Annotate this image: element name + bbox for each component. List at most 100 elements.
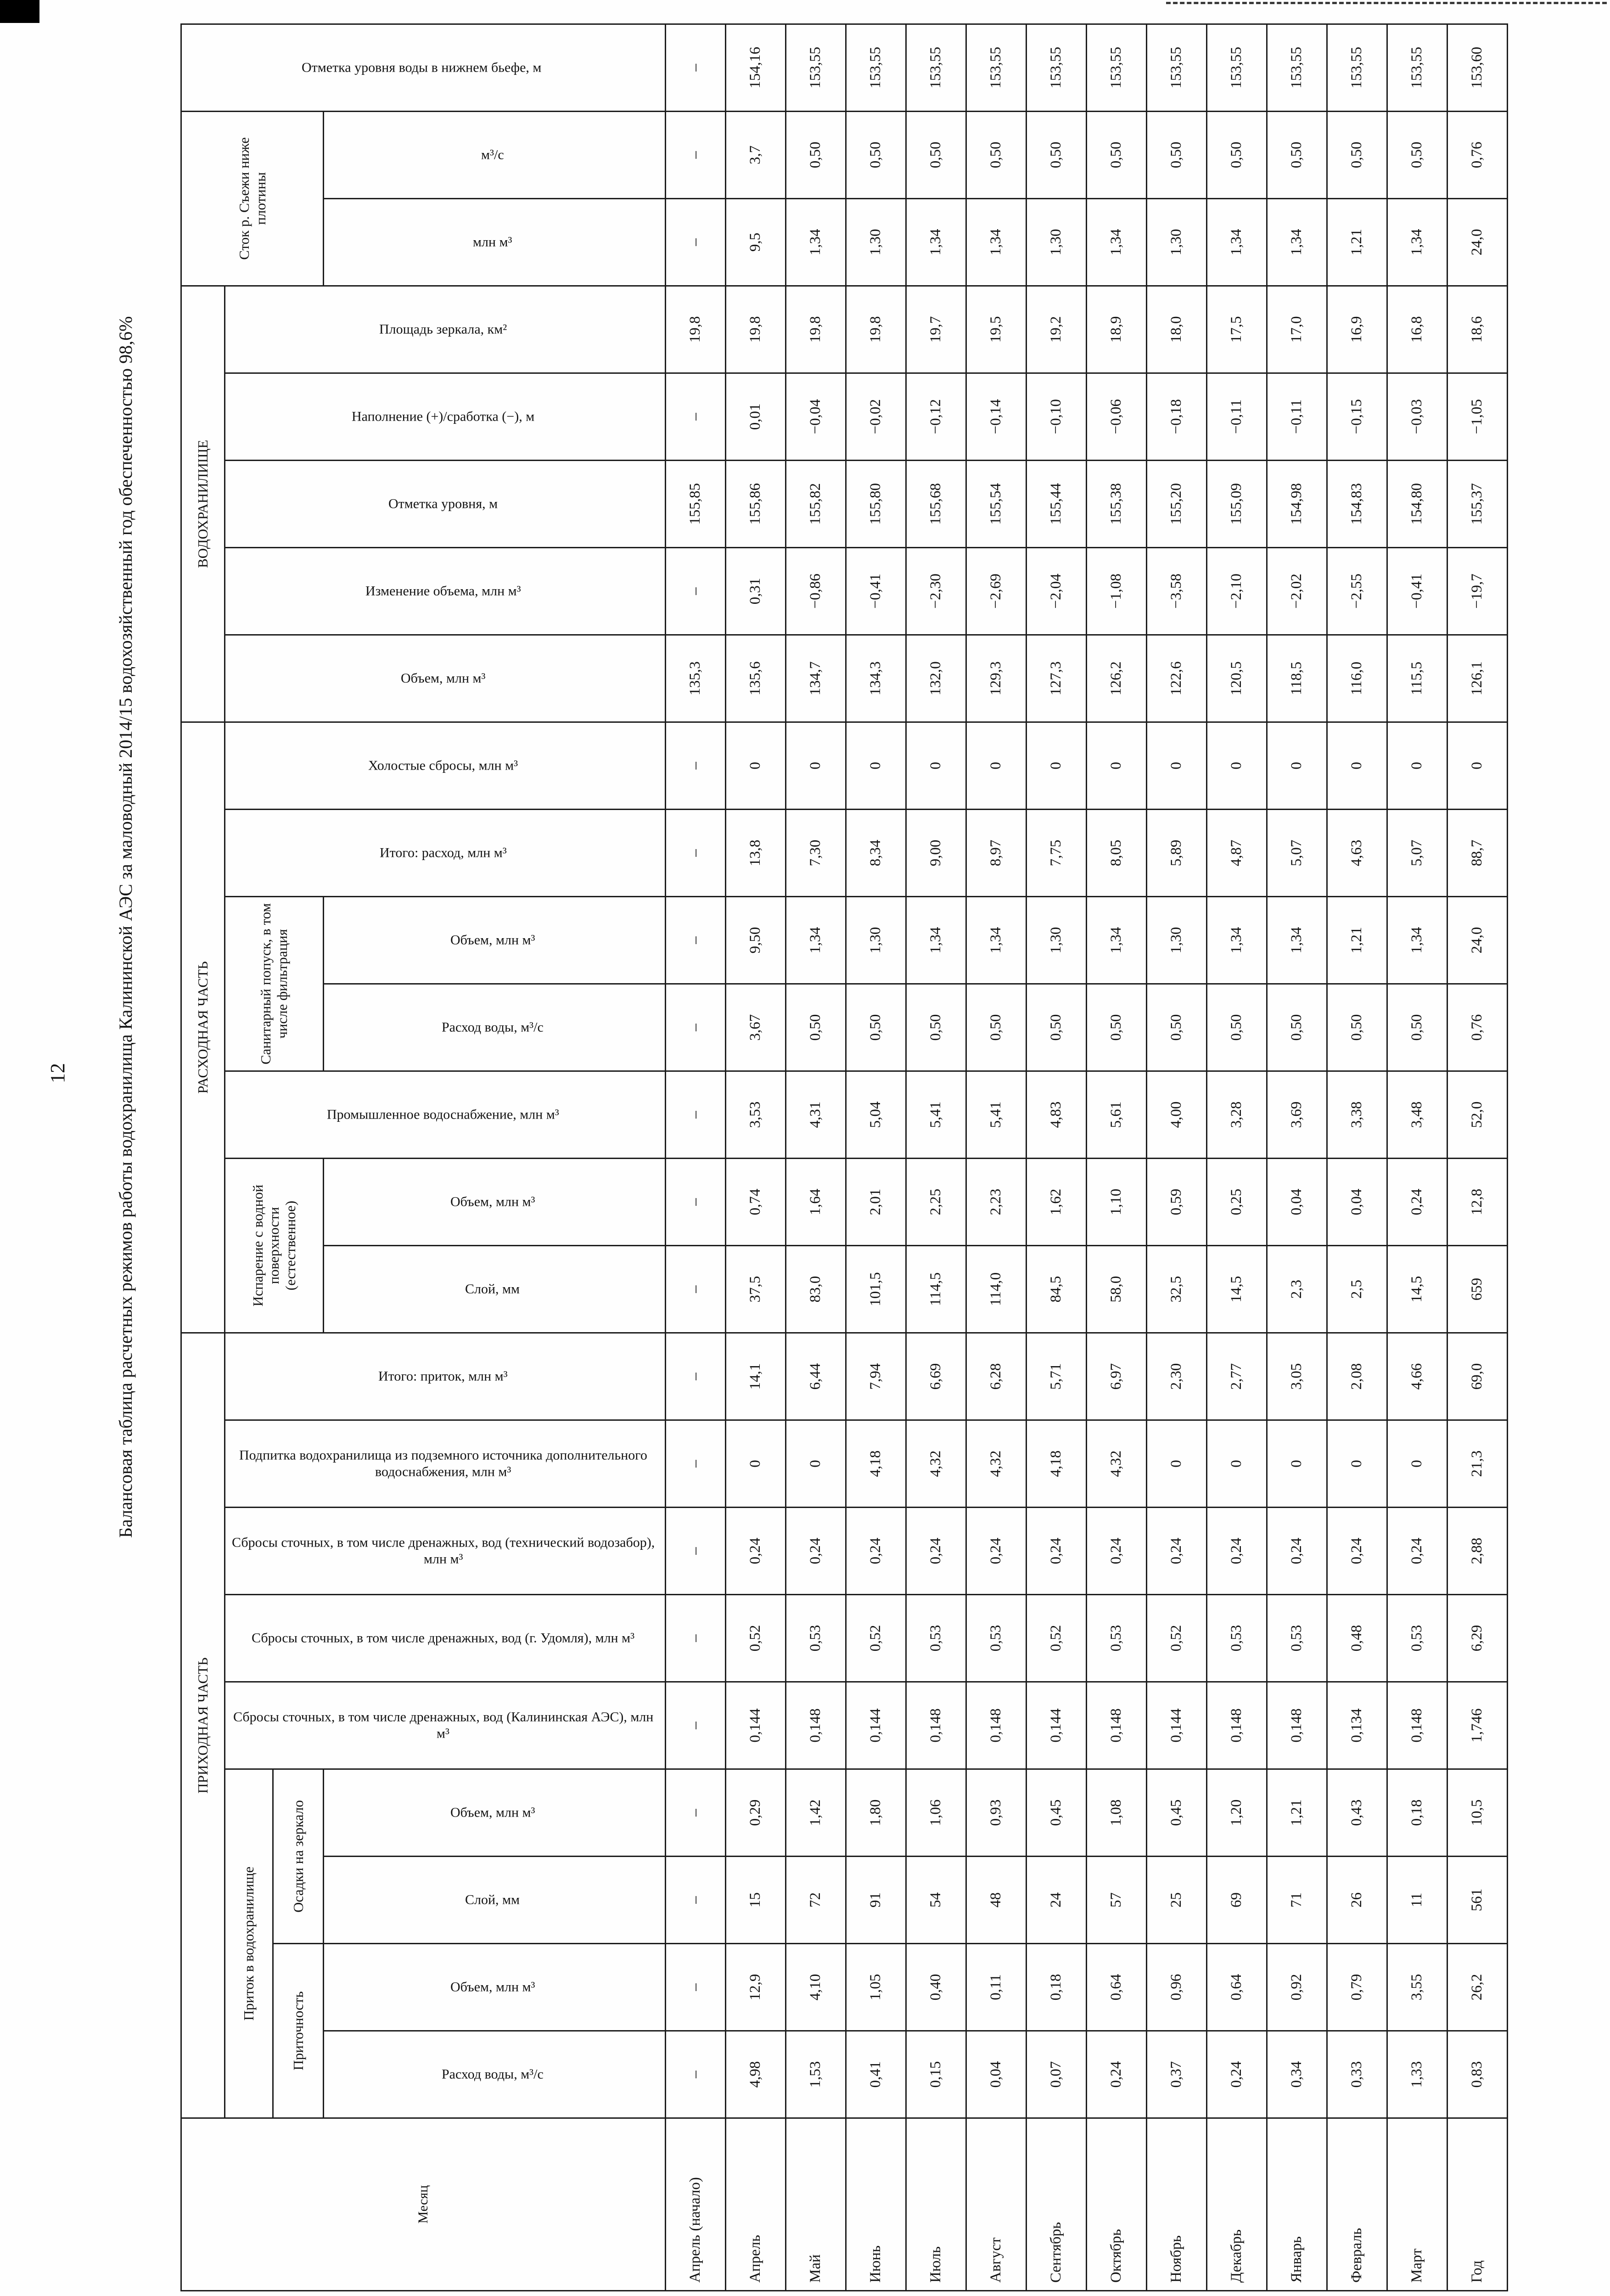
value-cell: 6,29 <box>1447 1594 1508 1682</box>
value-cell: 0,29 <box>725 1769 786 1857</box>
value-cell: 10,5 <box>1447 1769 1508 1857</box>
surface-area-label: Площадь зеркала, км² <box>379 321 507 337</box>
value-cell: 1,34 <box>1387 896 1447 984</box>
month-cell: Октябрь <box>1086 2118 1147 2291</box>
scan-corner-mark <box>0 0 39 23</box>
value-cell: – <box>665 1507 726 1595</box>
value-cell: 0,24 <box>1086 1507 1147 1595</box>
group-header-sanitary-release: Санитарный попуск, в том числе фильтраци… <box>224 896 324 1071</box>
value-cell: 1,33 <box>1387 2031 1447 2118</box>
value-cell: – <box>665 111 726 199</box>
value-cell: 1,08 <box>1086 1769 1147 1857</box>
industrial-supply-label: Промышленное водоснабжение, млн м³ <box>327 1107 560 1122</box>
value-cell: 0,74 <box>725 1158 786 1246</box>
water-level-label: Отметка уровня, м <box>388 496 498 512</box>
value-cell: 2,5 <box>1327 1245 1387 1333</box>
value-cell: 0,24 <box>725 1507 786 1595</box>
col-header-sanitary-volume: Объем, млн м³ <box>323 896 666 984</box>
col-header-inflow-volume: Объем, млн м³ <box>323 1943 666 2031</box>
value-cell: 0,52 <box>846 1594 906 1682</box>
value-cell: 7,30 <box>785 809 846 897</box>
month-cell: Июль <box>906 2118 966 2291</box>
value-cell: 1,34 <box>1267 896 1327 984</box>
value-cell: 0,148 <box>906 1682 966 1769</box>
value-cell: 0,25 <box>1206 1158 1267 1246</box>
value-cell: 153,55 <box>1206 24 1267 112</box>
value-cell: −2,10 <box>1206 547 1267 635</box>
value-cell: 32,5 <box>1146 1245 1207 1333</box>
value-cell: 3,48 <box>1387 1071 1447 1159</box>
value-cell: 0,50 <box>1146 984 1207 1071</box>
value-cell: 153,55 <box>966 24 1027 112</box>
value-cell: 1,34 <box>906 896 966 984</box>
value-cell: 0 <box>1387 1420 1447 1508</box>
value-cell: −0,03 <box>1387 373 1447 461</box>
month-cell: Январь <box>1267 2118 1327 2291</box>
value-cell: −1,08 <box>1086 547 1147 635</box>
value-cell: 0 <box>906 722 966 810</box>
col-header-tailwater-level: Отметка уровня воды в нижнем бьефе, м <box>181 24 666 112</box>
value-cell: 5,07 <box>1267 809 1327 897</box>
value-cell: 659 <box>1447 1245 1508 1333</box>
evap-volume-label: Объем, млн м³ <box>450 1194 535 1210</box>
value-cell: −2,55 <box>1327 547 1387 635</box>
col-header-downstream-volume: млн м³ <box>323 198 666 286</box>
value-cell: 155,09 <box>1206 460 1267 548</box>
value-cell: 2,01 <box>846 1158 906 1246</box>
value-cell: 3,67 <box>725 984 786 1071</box>
value-cell: 0,148 <box>966 1682 1027 1769</box>
value-cell: 7,94 <box>846 1333 906 1420</box>
col-header-surface-area: Площадь зеркала, км² <box>224 286 666 373</box>
value-cell: 6,28 <box>966 1333 1027 1420</box>
value-cell: 0,50 <box>1026 111 1087 199</box>
value-cell: 37,5 <box>725 1245 786 1333</box>
value-cell: −2,30 <box>906 547 966 635</box>
value-cell: 0,24 <box>966 1507 1027 1595</box>
value-cell: 3,28 <box>1206 1071 1267 1159</box>
col-header-industrial-supply: Промышленное водоснабжение, млн м³ <box>224 1071 666 1159</box>
value-cell: 13,8 <box>725 809 786 897</box>
value-cell: 0,40 <box>906 1943 966 2031</box>
value-cell: 5,89 <box>1146 809 1207 897</box>
value-cell: 0,50 <box>906 984 966 1071</box>
value-cell: 19,7 <box>906 286 966 373</box>
value-cell: 155,68 <box>906 460 966 548</box>
value-cell: 69 <box>1206 1856 1267 1944</box>
col-header-precip-layer: Слой, мм <box>323 1856 666 1944</box>
table-row: Январь 0,34 0,92 71 1,21 0,148 0,53 0,24 0 3,05 2,… <box>1267 24 1327 2291</box>
month-cell: Апрель (начало) <box>665 2118 726 2291</box>
value-cell: −0,12 <box>906 373 966 461</box>
col-header-month: Месяц <box>181 2118 666 2291</box>
value-cell: 1,21 <box>1327 896 1387 984</box>
month-cell: Май <box>785 2118 846 2291</box>
value-cell: 0,48 <box>1327 1594 1387 1682</box>
value-cell: 2,77 <box>1206 1333 1267 1420</box>
value-cell: 0,11 <box>966 1943 1027 2031</box>
value-cell: 12,9 <box>725 1943 786 2031</box>
value-cell: 26 <box>1327 1856 1387 1944</box>
value-cell: 1,30 <box>846 198 906 286</box>
income-total-label: Итого: приток, млн м³ <box>378 1368 508 1384</box>
value-cell: 1,30 <box>1026 198 1087 286</box>
group-header-reservoir: ВОДОХРАНИЛИЩЕ <box>181 286 225 722</box>
value-cell: 155,86 <box>725 460 786 548</box>
value-cell: 0,59 <box>1146 1158 1207 1246</box>
month-cell: Ноябрь <box>1146 2118 1207 2291</box>
value-cell: 114,5 <box>906 1245 966 1333</box>
value-cell: 129,3 <box>966 635 1027 722</box>
table-row: Июль 0,15 0,40 54 1,06 0,148 0,53 0,24 4,32 6,69 1… <box>906 24 966 2291</box>
value-cell: 0,53 <box>966 1594 1027 1682</box>
value-cell: 9,5 <box>725 198 786 286</box>
value-cell: 16,9 <box>1327 286 1387 373</box>
value-cell: 114,0 <box>966 1245 1027 1333</box>
value-cell: 11 <box>1387 1856 1447 1944</box>
value-cell: 0,41 <box>846 2031 906 2118</box>
value-cell: 0,50 <box>1267 111 1327 199</box>
month-cell: Декабрь <box>1206 2118 1267 2291</box>
value-cell: 1,34 <box>785 198 846 286</box>
value-cell: −0,15 <box>1327 373 1387 461</box>
precip-volume-label: Объем, млн м³ <box>450 1805 535 1820</box>
value-cell: 5,04 <box>846 1071 906 1159</box>
value-cell: 0,83 <box>1447 2031 1508 2118</box>
